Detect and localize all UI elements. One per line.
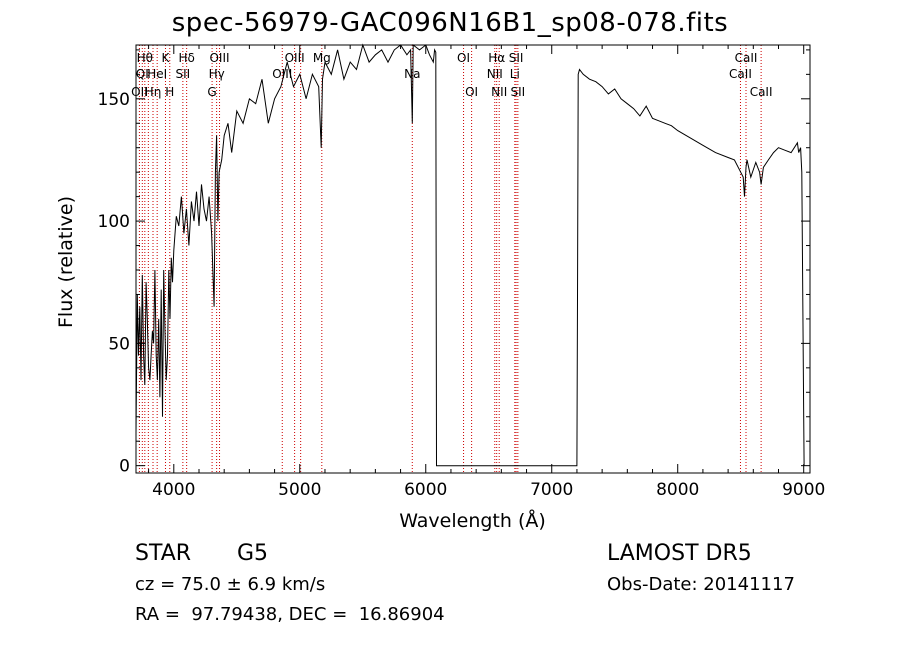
line-label: H — [165, 85, 174, 99]
line-label: Hη — [145, 85, 162, 99]
coordinates-text: RA = 97.79438, DEC = 16.86904 — [135, 604, 445, 625]
x-tick-label: 9000 — [782, 480, 825, 500]
line-label: NII — [491, 85, 507, 99]
line-label: Hδ — [178, 51, 194, 65]
line-label: SII — [510, 85, 525, 99]
obs-date-text: Obs-Date: 20141117 — [607, 574, 795, 595]
line-label: K — [162, 51, 171, 65]
x-tick-label: 8000 — [656, 480, 699, 500]
x-axis-label: Wavelength (Å) — [399, 510, 546, 532]
line-label: OII — [131, 85, 148, 99]
line-label: OI — [457, 51, 470, 65]
line-label: OIII — [285, 51, 305, 65]
reference-lines — [138, 45, 762, 473]
line-label: Na — [404, 67, 420, 81]
line-label: OIII — [272, 67, 292, 81]
line-label: Li — [510, 67, 520, 81]
survey-name: LAMOST DR5 — [607, 541, 752, 566]
line-label: Mg — [313, 51, 331, 65]
y-axis-label: Flux (relative) — [55, 195, 77, 329]
line-label: SII — [176, 67, 191, 81]
redshift-text: cz = 75.0 ± 6.9 km/s — [135, 574, 326, 595]
line-label: OIII — [209, 51, 229, 65]
line-label: Hθ — [137, 51, 153, 65]
plot-frame — [135, 44, 811, 474]
line-label: G — [207, 85, 216, 99]
x-axis-ticks: 4000 5000 6000 7000 8000 9000 — [148, 45, 825, 500]
y-tick-label: 150 — [98, 90, 130, 110]
line-label: Hα — [488, 51, 505, 65]
line-label: CaII — [729, 67, 752, 81]
x-tick-label: 5000 — [278, 480, 321, 500]
line-label: CaII — [750, 85, 773, 99]
object-subclass: G5 — [237, 541, 269, 566]
line-label: HeI — [147, 67, 167, 81]
x-tick-label: 7000 — [530, 480, 573, 500]
y-tick-label: 100 — [98, 212, 130, 232]
line-label: NII — [487, 67, 503, 81]
chart-title: spec-56979-GAC096N16B1_sp08-078.fits — [171, 8, 729, 38]
line-label: CaII — [735, 51, 758, 65]
x-tick-label: 4000 — [152, 480, 195, 500]
spectrum-line — [135, 43, 805, 467]
line-label: SII — [509, 51, 524, 65]
x-tick-label: 6000 — [404, 480, 447, 500]
y-tick-label: 50 — [108, 334, 130, 354]
y-axis-ticks: 0 50 100 150 — [98, 49, 810, 477]
object-class: STAR — [135, 541, 192, 566]
line-label: OI — [465, 85, 478, 99]
line-label: QI — [136, 67, 149, 81]
line-label: Hγ — [209, 67, 225, 81]
y-tick-label: 0 — [119, 457, 130, 477]
